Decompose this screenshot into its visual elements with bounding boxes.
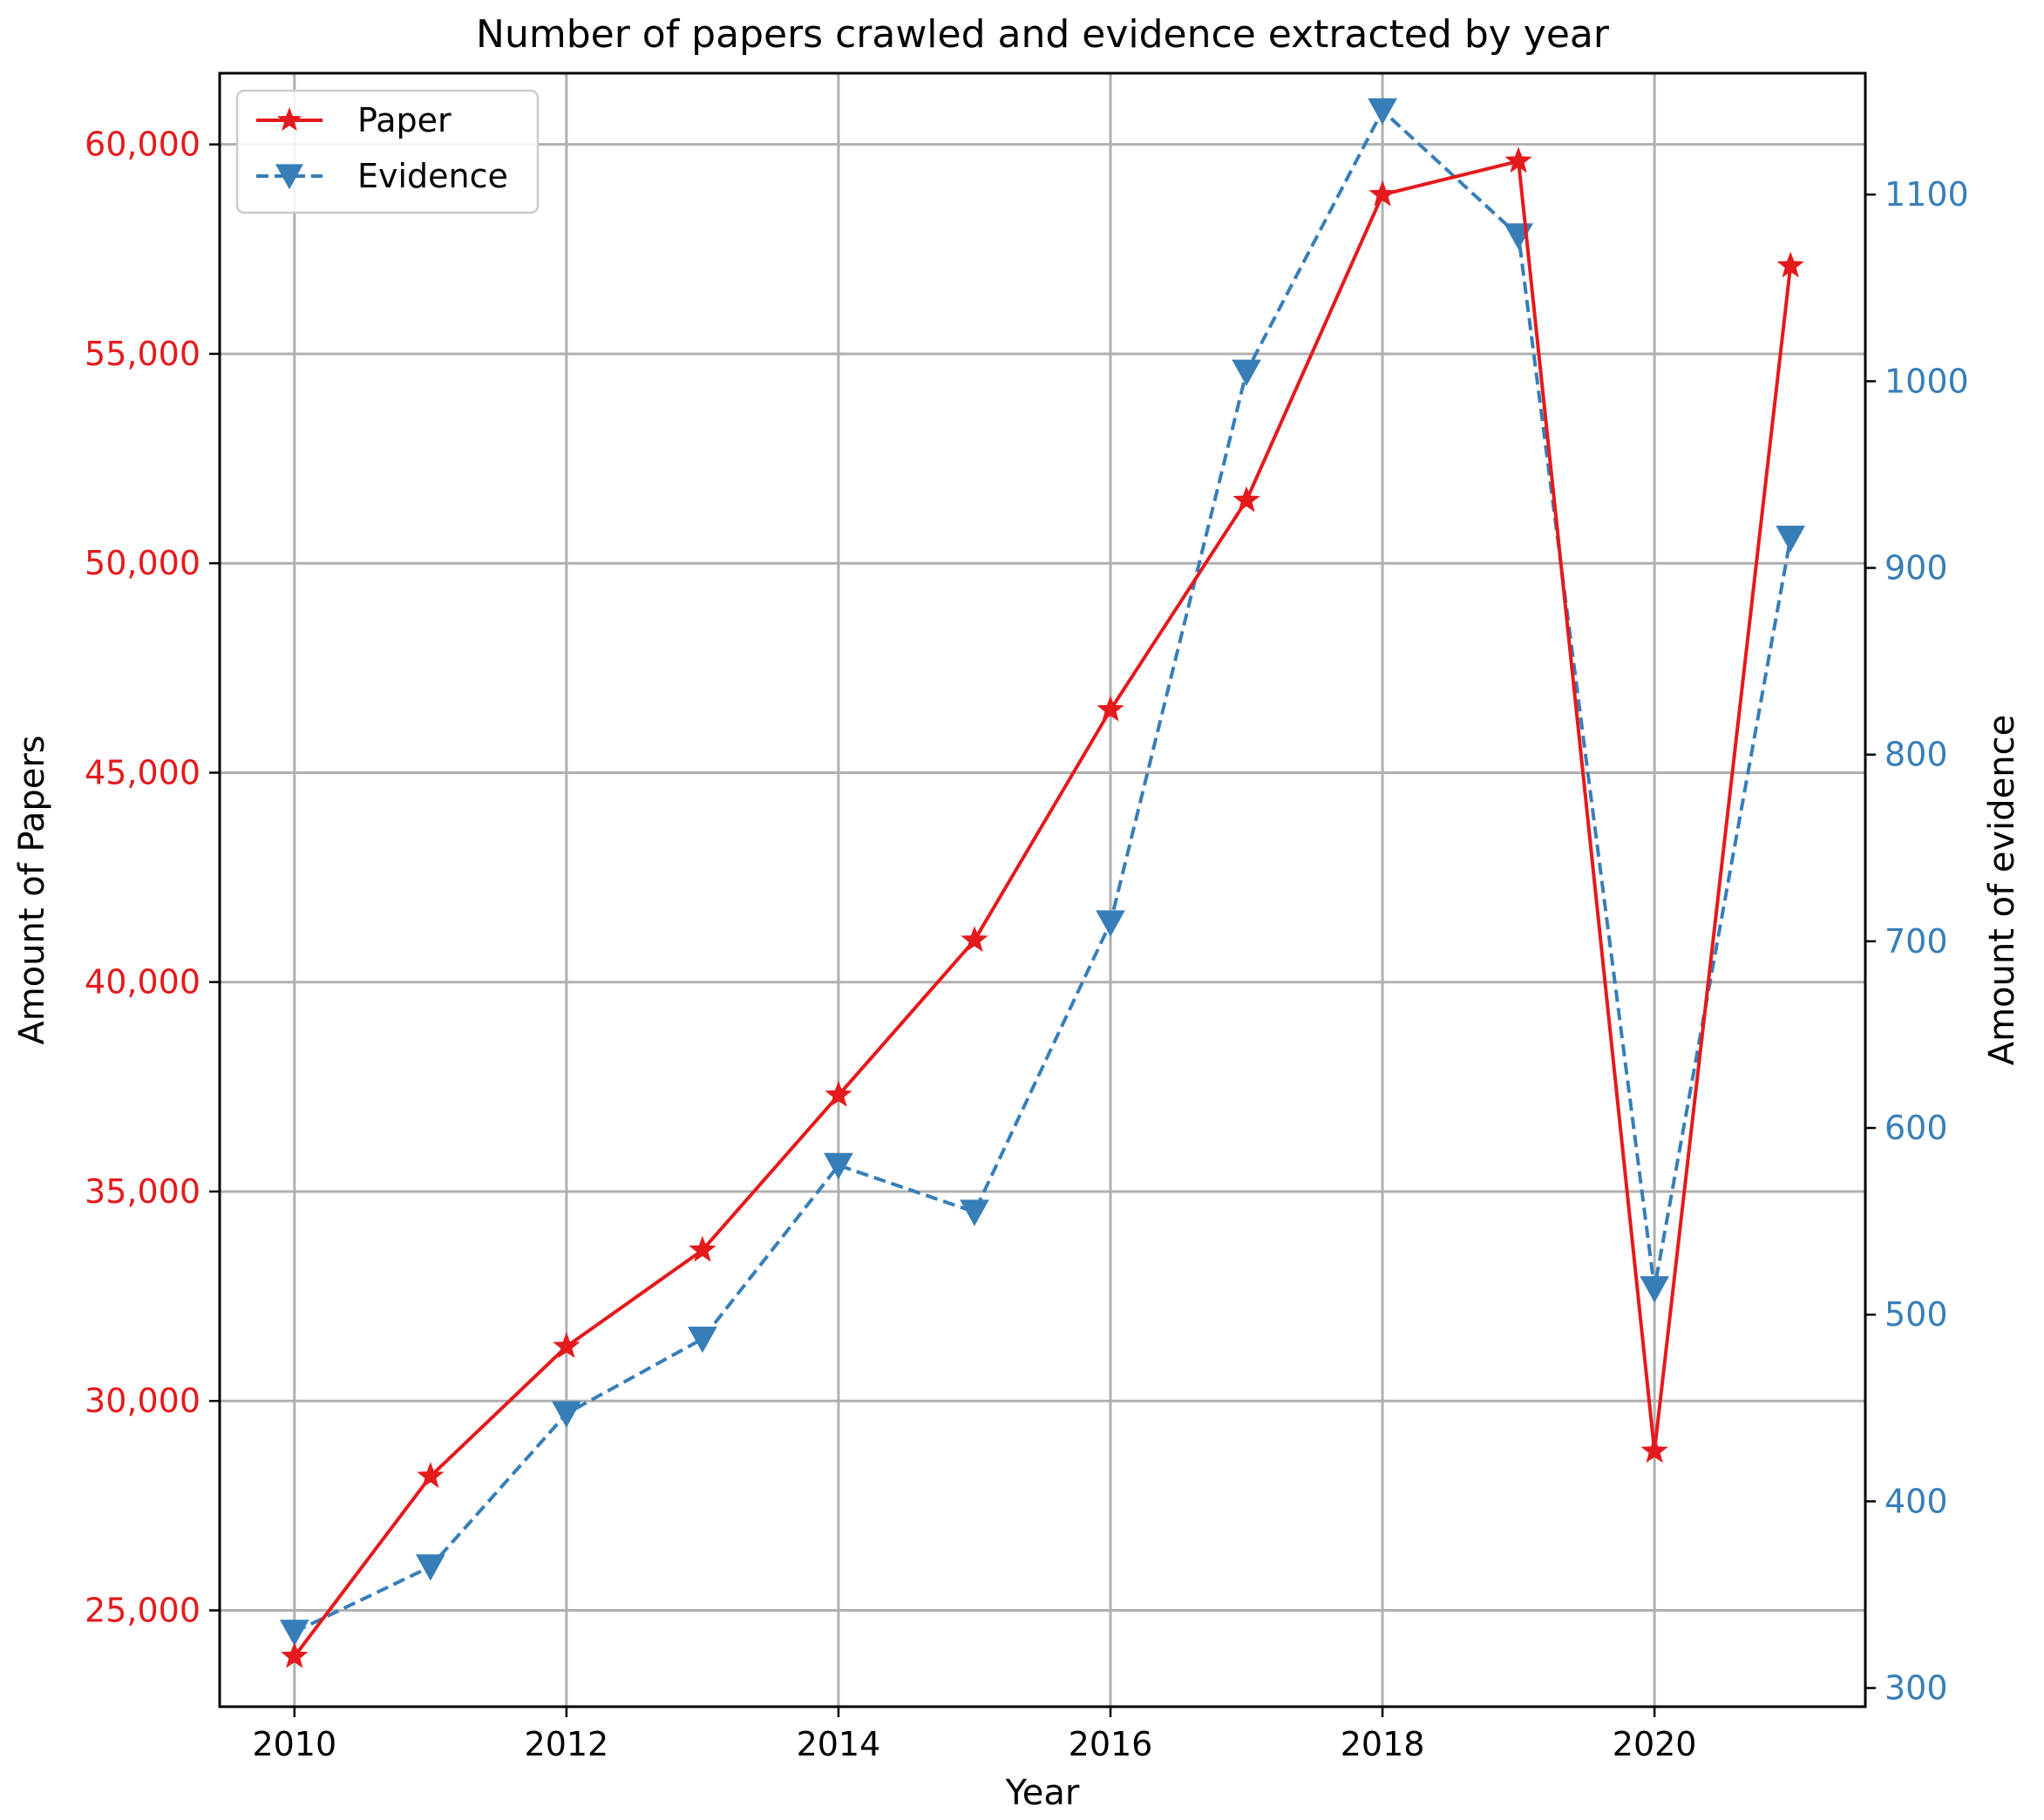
x-axis-label: Year bbox=[1005, 1773, 1080, 1813]
evidence-data-point bbox=[1776, 526, 1806, 553]
x-tick-label: 2016 bbox=[1069, 1725, 1153, 1763]
plot-frame bbox=[218, 71, 1867, 1708]
y-left-tick-label: 25,000 bbox=[85, 1591, 200, 1629]
paper-data-point bbox=[1504, 146, 1532, 173]
paper-data-point bbox=[1097, 695, 1124, 722]
y-right-tick-label: 600 bbox=[1884, 1109, 1948, 1147]
y-axis-right-label: Amount of evidence bbox=[1982, 715, 2022, 1066]
y-right-tick-label: 300 bbox=[1884, 1669, 1948, 1708]
x-tick-label: 2012 bbox=[525, 1725, 609, 1763]
evidence-series-line bbox=[293, 108, 1793, 1634]
paper-data-point bbox=[1640, 1436, 1668, 1463]
evidence-data-point bbox=[1232, 359, 1261, 386]
legend: Paper Evidence bbox=[235, 89, 540, 214]
y-left-tick-label: 40,000 bbox=[85, 963, 200, 1002]
y-right-tick-label: 1100 bbox=[1884, 175, 1969, 214]
evidence-data-point bbox=[688, 1326, 717, 1354]
paper-series-line bbox=[293, 159, 1793, 1658]
y-axis-left-label: Amount of Papers bbox=[12, 735, 52, 1044]
y-right-tick-label: 800 bbox=[1884, 736, 1948, 774]
paper-data-point bbox=[1776, 251, 1804, 278]
y-right-tick-label: 900 bbox=[1884, 549, 1948, 587]
legend-paper-label: Paper bbox=[357, 101, 452, 139]
y-left-tick-label: 55,000 bbox=[85, 335, 200, 373]
evidence-data-point bbox=[1096, 910, 1125, 937]
grid-layer bbox=[220, 73, 1865, 1707]
legend-evidence-label: Evidence bbox=[357, 157, 508, 195]
ticks-layer: 2010 2012 2014 2016 2018 2020 25,000 30,000 35,0… bbox=[85, 126, 1969, 1763]
y-left-tick-label: 50,000 bbox=[85, 544, 200, 582]
paper-data-point bbox=[553, 1332, 581, 1359]
paper-data-point bbox=[1368, 180, 1396, 207]
x-tick-label: 2014 bbox=[797, 1725, 881, 1763]
paper-data-point bbox=[417, 1462, 445, 1489]
x-tick-label: 2018 bbox=[1341, 1725, 1425, 1763]
y-right-tick-label: 400 bbox=[1884, 1482, 1948, 1520]
chart-title: Number of papers crawled and evidence ex… bbox=[476, 12, 1610, 57]
y-left-tick-label: 35,000 bbox=[85, 1172, 200, 1211]
legend-paper-marker bbox=[276, 107, 302, 132]
paper-data-point bbox=[689, 1235, 716, 1262]
evidence-data-point bbox=[279, 1620, 309, 1647]
paper-data-point bbox=[825, 1081, 852, 1107]
y-left-tick-label: 45,000 bbox=[85, 753, 200, 791]
evidence-data-point bbox=[824, 1152, 853, 1180]
evidence-data-point bbox=[1368, 98, 1397, 126]
x-tick-label: 2020 bbox=[1613, 1725, 1697, 1763]
paper-data-point bbox=[281, 1641, 309, 1668]
paper-data-point bbox=[1233, 486, 1260, 513]
y-right-tick-label: 1000 bbox=[1884, 362, 1969, 400]
series-layer bbox=[279, 98, 1806, 1668]
x-tick-label: 2010 bbox=[252, 1725, 336, 1763]
evidence-data-point bbox=[552, 1401, 581, 1428]
y-left-tick-label: 60,000 bbox=[85, 126, 200, 164]
legend-evidence-marker bbox=[275, 164, 303, 190]
y-right-tick-label: 500 bbox=[1884, 1295, 1948, 1334]
evidence-data-point bbox=[960, 1199, 989, 1226]
evidence-data-point bbox=[416, 1554, 445, 1581]
y-left-tick-label: 30,000 bbox=[85, 1382, 200, 1420]
paper-data-point bbox=[961, 926, 988, 952]
y-right-tick-label: 700 bbox=[1884, 922, 1948, 961]
evidence-data-point bbox=[1640, 1276, 1669, 1303]
